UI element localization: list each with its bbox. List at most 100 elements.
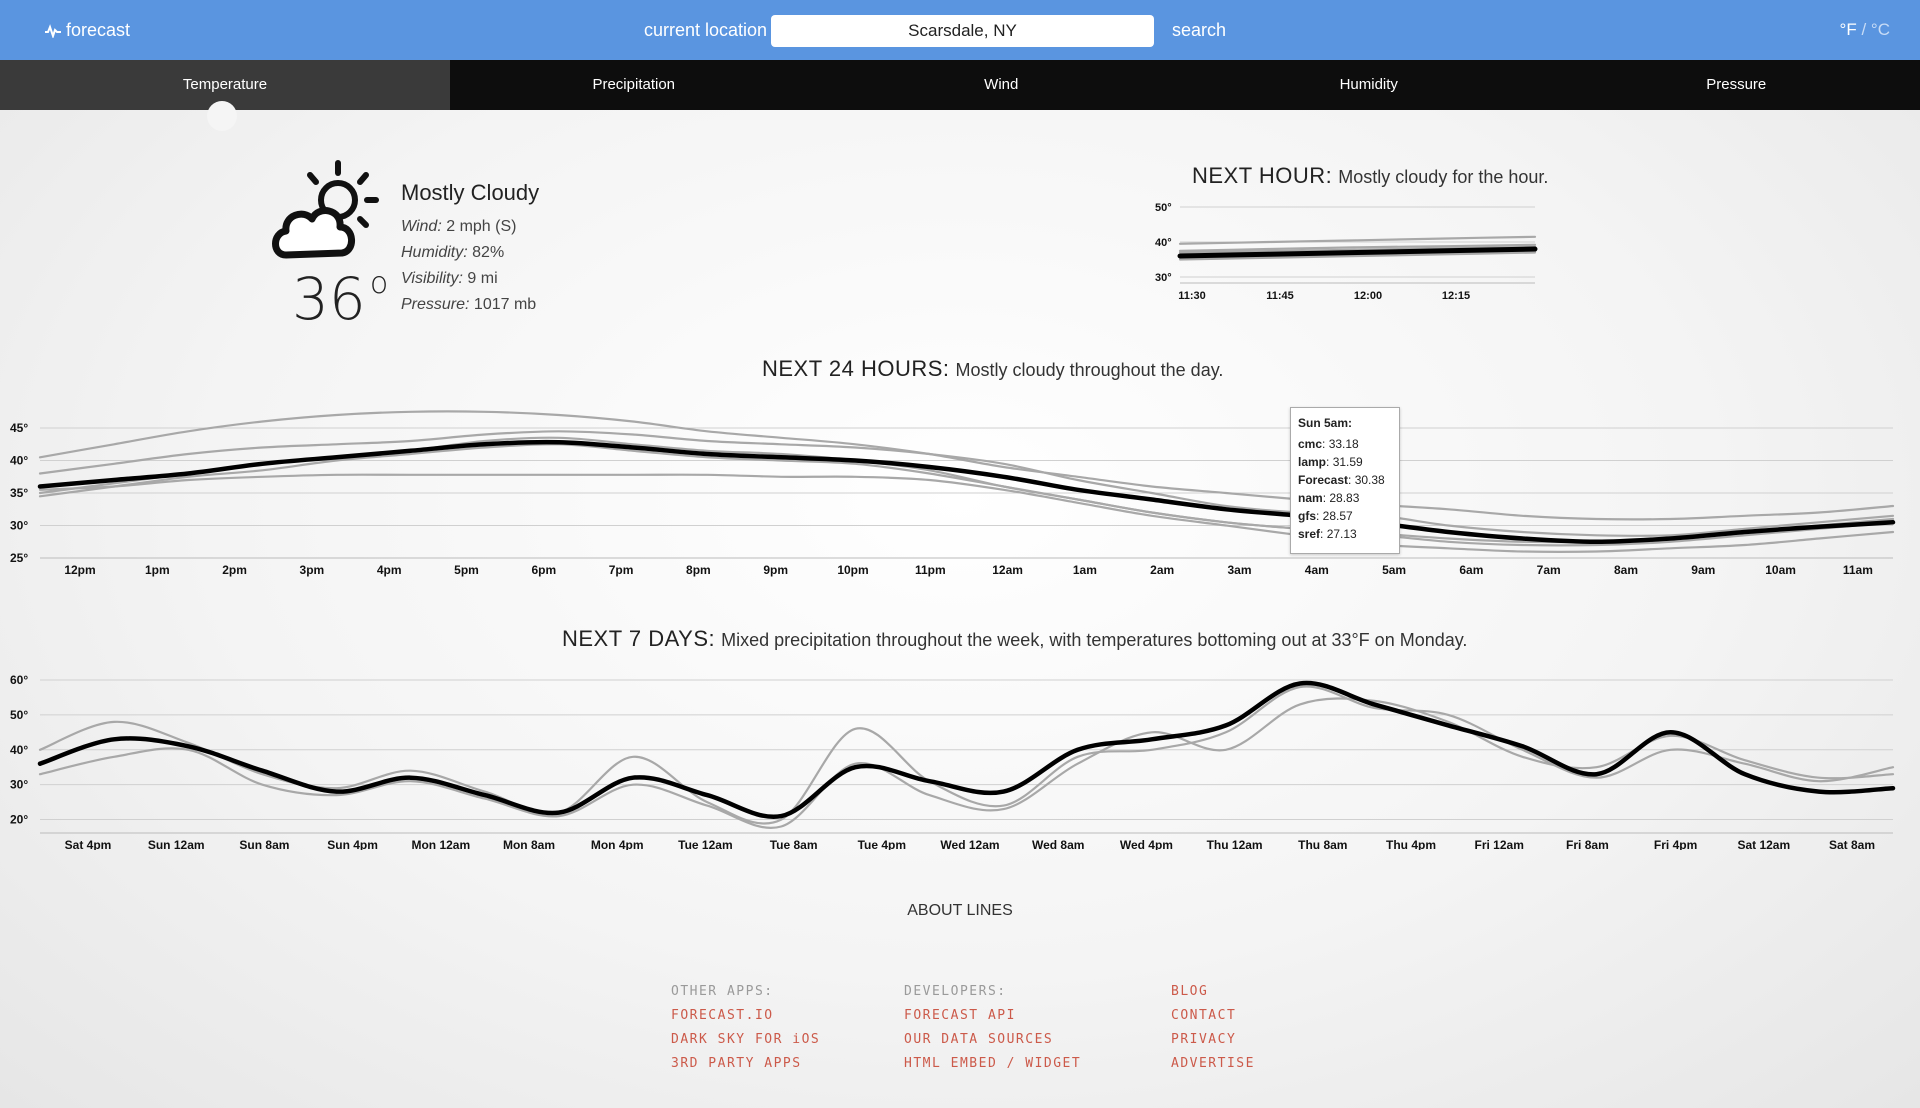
footer-heading: DEVELOPERS: — [904, 984, 1007, 999]
x-tick-label: Thu 8am — [1298, 838, 1347, 850]
x-tick-label: 5pm — [454, 563, 479, 577]
y-tick-label: 45° — [10, 421, 28, 435]
next-24-description: Mostly cloudy throughout the day. — [955, 360, 1224, 380]
unit-celsius[interactable]: °C — [1870, 20, 1890, 39]
footer-link-forecast-io[interactable]: FORECAST.IO — [671, 1008, 774, 1023]
unit-fahrenheit[interactable]: °F — [1839, 20, 1857, 39]
tooltip-row: lamp: 31.59 — [1298, 455, 1363, 469]
y-tick-label: 50° — [1155, 202, 1172, 214]
y-tick-label: 40° — [1155, 237, 1172, 249]
model-series-line — [38, 697, 1895, 829]
y-tick-label: 30° — [1155, 272, 1172, 284]
tooltip-row: Forecast: 30.38 — [1298, 473, 1385, 487]
next-hour-chart[interactable]: 50° 40° 30° 11:30 11:45 12:00 12:15 — [1140, 195, 1540, 305]
x-tick-label: 3pm — [300, 563, 325, 577]
x-tick-label: 7am — [1537, 563, 1561, 577]
tooltip-value: 27.13 — [1326, 527, 1357, 541]
y-tick-label: 50° — [10, 708, 28, 722]
x-tick-label: 11:30 — [1178, 290, 1206, 302]
next-7-days-chart[interactable]: 60° 50° 40° 30° 20° Sat 4pm Sun 12am Sun 8am Sun… — [0, 670, 1920, 850]
forecast-series-line — [37, 680, 1896, 820]
x-tick-label: Mon 4pm — [591, 838, 644, 850]
x-tick-label: Mon 8am — [503, 838, 555, 850]
partly-cloudy-icon — [272, 160, 379, 259]
next-hour-heading: NEXT HOUR: Mostly cloudy for the hour. — [1192, 163, 1548, 189]
footer-link-advertise[interactable]: ADVERTISE — [1171, 1056, 1255, 1071]
x-tick-label: 12am — [992, 563, 1023, 577]
wind-label: Wind: — [401, 218, 442, 235]
chart-tooltip: Sun 5am: cmc: 33.18 lamp: 31.59 Forecast… — [1290, 407, 1400, 554]
footer-link-privacy[interactable]: PRIVACY — [1171, 1032, 1237, 1047]
footer-link-dark-sky[interactable]: DARK SKY FOR iOS — [671, 1032, 821, 1047]
model-series-line — [1178, 235, 1537, 245]
x-tick-label: Sat 8am — [1829, 838, 1875, 850]
x-tick-label: 11am — [1843, 563, 1873, 577]
footer-link-blog[interactable]: BLOG — [1171, 984, 1209, 999]
next-7-description: Mixed precipitation throughout the week,… — [721, 630, 1468, 650]
tab-precipitation[interactable]: Precipitation — [592, 76, 676, 93]
logo[interactable]: forecast — [44, 20, 130, 41]
tooltip-title: Sun 5am: — [1298, 416, 1353, 430]
logo-text: forecast — [66, 20, 131, 40]
search-button[interactable]: search — [1172, 20, 1227, 40]
location-label: current location — [644, 20, 768, 40]
x-tick-label: Sun 12am — [148, 838, 205, 850]
unit-toggle[interactable]: °F / °C — [1840, 20, 1890, 40]
x-tick-label: Fri 8am — [1566, 838, 1609, 850]
pressure-row: Pressure: 1017 mb — [401, 296, 536, 314]
x-tick-label: 12pm — [64, 563, 95, 577]
tooltip-value: 31.59 — [1332, 455, 1363, 469]
tooltip-model: lamp — [1298, 455, 1327, 469]
degree-symbol: o — [369, 265, 389, 301]
x-tick-label: 6pm — [531, 563, 556, 577]
y-tick-label: 40° — [10, 454, 28, 468]
x-tick-label: 10pm — [837, 563, 868, 577]
x-tick-label: Tue 8am — [770, 838, 818, 850]
tab-pressure[interactable]: Pressure — [1706, 76, 1767, 93]
x-tick-label: 7pm — [609, 563, 634, 577]
footer-link-forecast-api[interactable]: FORECAST API — [904, 1008, 1016, 1023]
y-tick-label: 25° — [10, 551, 28, 565]
x-tick-label: 6am — [1459, 563, 1483, 577]
x-tick-label: 3am — [1227, 563, 1251, 577]
next-hour-title: NEXT HOUR: — [1192, 163, 1333, 188]
model-series-line — [38, 436, 1895, 544]
tooltip-model: cmc — [1298, 437, 1323, 451]
x-tick-label: 4am — [1305, 563, 1329, 577]
tab-humidity[interactable]: Humidity — [1339, 76, 1398, 93]
pulse-icon — [45, 23, 61, 38]
footer-link-3rd-party-apps[interactable]: 3RD PARTY APPS — [671, 1056, 802, 1071]
footer-link-embed-widget[interactable]: HTML EMBED / WIDGET — [904, 1056, 1082, 1071]
x-tick-label: Wed 8am — [1032, 838, 1084, 850]
y-tick-label: 30° — [10, 519, 28, 533]
tab-wind[interactable]: Wind — [984, 76, 1019, 93]
forecast-series-line — [1177, 246, 1538, 259]
footer-heading: OTHER APPS: — [671, 984, 774, 999]
wind-row: Wind: 2 mph (S) — [401, 218, 516, 236]
y-tick-label: 30° — [10, 778, 28, 792]
tooltip-row: nam: 28.83 — [1298, 491, 1360, 505]
x-tick-label: Sat 12am — [1737, 838, 1790, 850]
next-24-hours-chart[interactable]: 45° 40° 35° 30° 25° 12pm 1pm 2pm 3pm 4pm 5pm 6pm 7pm… — [0, 410, 1920, 585]
tooltip-model: gfs — [1298, 509, 1316, 523]
metric-tabs: Temperature Precipitation Wind Humidity … — [0, 60, 1920, 110]
next-24-title: NEXT 24 HOURS: — [762, 356, 950, 381]
unit-separator: / — [1861, 20, 1867, 39]
footer-link-data-sources[interactable]: OUR DATA SOURCES — [904, 1032, 1054, 1047]
y-tick-label: 20° — [10, 813, 28, 827]
tooltip-value: 28.57 — [1322, 509, 1353, 523]
x-tick-label: 1pm — [145, 563, 170, 577]
x-tick-label: 11:45 — [1266, 290, 1294, 302]
about-lines-link[interactable]: ABOUT LINES — [907, 902, 1013, 919]
location-input[interactable] — [771, 15, 1154, 47]
footer-link-contact[interactable]: CONTACT — [1171, 1008, 1237, 1023]
x-tick-label: Wed 12am — [940, 838, 999, 850]
visibility-row: Visibility: 9 mi — [401, 270, 498, 288]
x-tick-label: Fri 12am — [1475, 838, 1524, 850]
x-tick-label: 2pm — [222, 563, 247, 577]
tooltip-row: sref: 27.13 — [1298, 527, 1357, 541]
pressure-label: Pressure: — [401, 296, 470, 313]
forecast-series-line — [37, 439, 1896, 545]
model-series-line — [38, 410, 1895, 521]
x-tick-label: Thu 12am — [1207, 838, 1263, 850]
